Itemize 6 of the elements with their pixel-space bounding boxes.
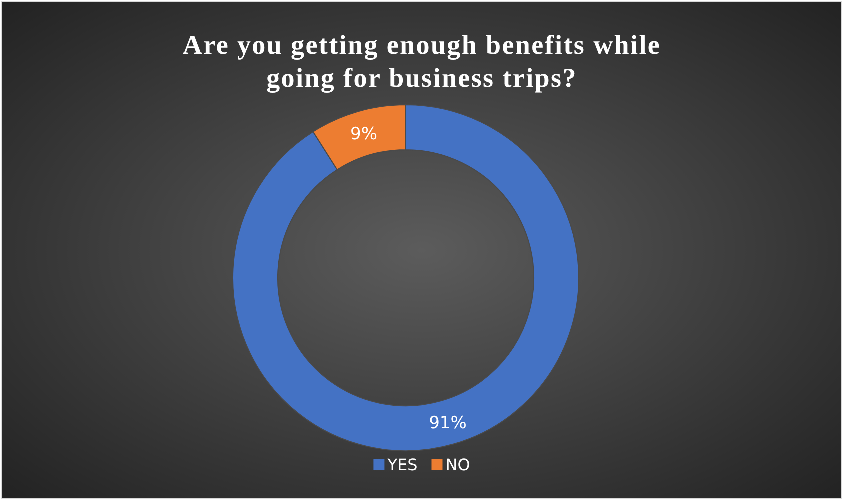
data-label: 91% bbox=[429, 413, 467, 434]
donut-slice bbox=[232, 104, 580, 452]
chart-title: Are you getting enough benefits while going for business trips? bbox=[182, 30, 662, 93]
data-label: 9% bbox=[350, 124, 378, 144]
slice-label: YES bbox=[386, 456, 418, 475]
legend-label: NO bbox=[446, 456, 470, 475]
